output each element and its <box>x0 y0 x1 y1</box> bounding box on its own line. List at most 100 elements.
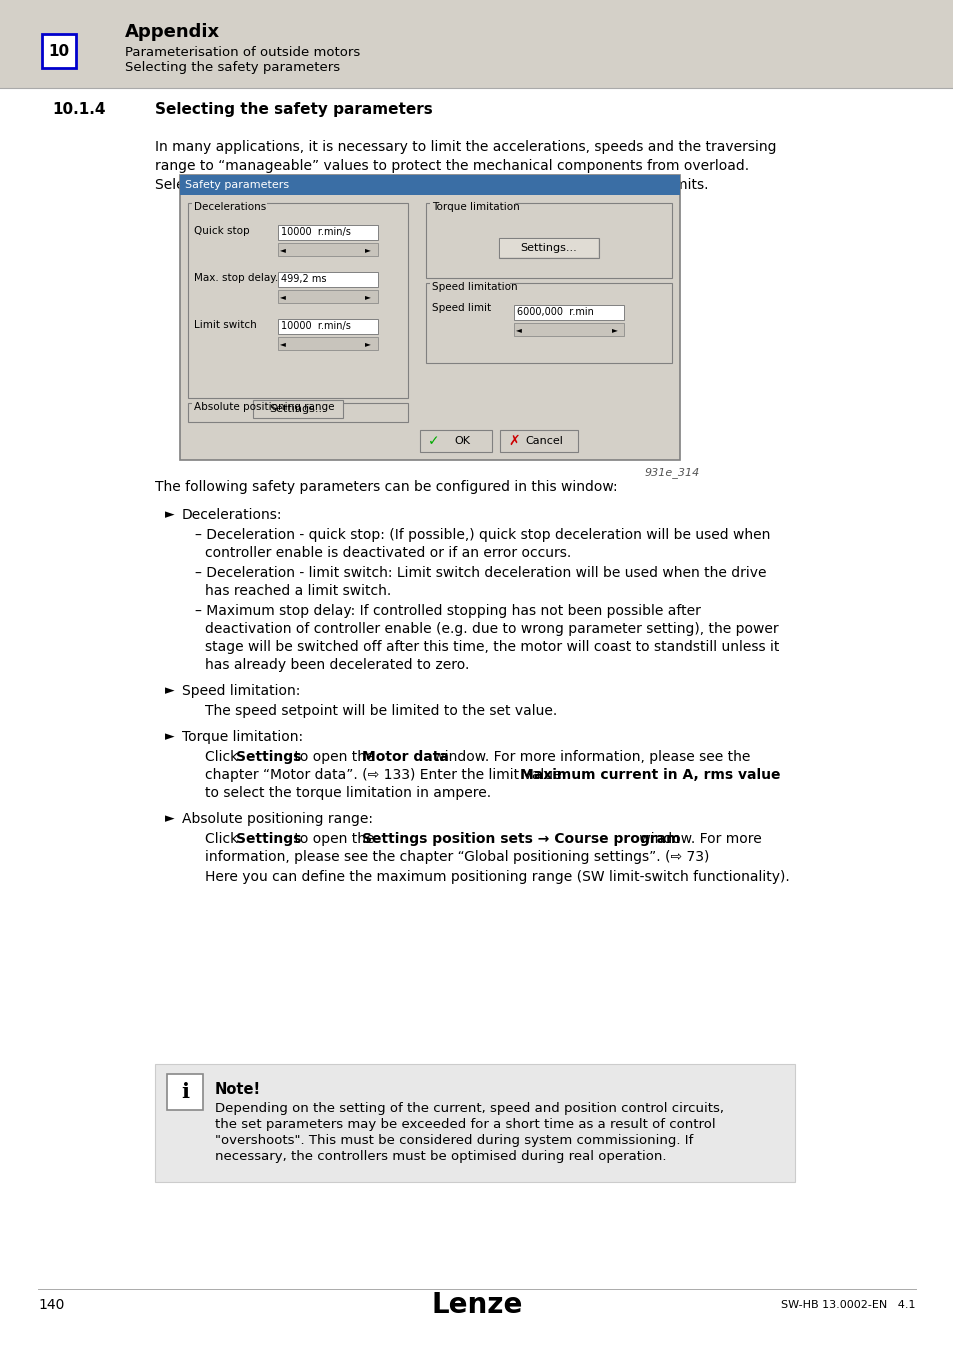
Text: 6000,000  r.min: 6000,000 r.min <box>517 306 594 317</box>
Bar <box>514 323 623 336</box>
Bar <box>277 225 377 240</box>
Text: SW-HB 13.0002-EN   4.1: SW-HB 13.0002-EN 4.1 <box>781 1300 915 1310</box>
Text: – Deceleration - limit switch: Limit switch deceleration will be used when the d: – Deceleration - limit switch: Limit swi… <box>194 566 765 580</box>
Text: ►: ► <box>165 508 174 521</box>
Bar <box>419 431 492 452</box>
Text: ►: ► <box>612 325 618 335</box>
Text: ✗: ✗ <box>508 433 519 448</box>
Bar <box>188 404 408 423</box>
Bar <box>277 338 377 350</box>
Text: Settings: Settings <box>235 751 301 764</box>
Bar <box>192 401 302 410</box>
Bar <box>180 176 679 460</box>
Text: Quick stop: Quick stop <box>193 225 250 236</box>
Bar <box>154 1064 794 1183</box>
Bar <box>514 305 623 320</box>
Text: to enter the setpoints limits.: to enter the setpoints limits. <box>506 178 708 192</box>
Text: Maximum current in A, rms value: Maximum current in A, rms value <box>519 768 780 782</box>
Text: Absolute positioning range: Absolute positioning range <box>193 402 335 412</box>
Bar <box>167 1075 203 1110</box>
Text: Selecting the safety parameters: Selecting the safety parameters <box>125 62 340 74</box>
Text: Torque limitation: Torque limitation <box>432 202 519 212</box>
Text: window. For more: window. For more <box>635 832 760 846</box>
Bar <box>253 400 343 418</box>
Text: Click: Click <box>205 832 242 846</box>
Bar <box>277 290 377 302</box>
Text: to open the: to open the <box>290 751 378 764</box>
Text: ►: ► <box>165 684 174 697</box>
Text: 499,2 ms: 499,2 ms <box>281 274 326 284</box>
Text: ◄: ◄ <box>280 293 286 301</box>
Bar <box>277 319 377 333</box>
Text: Here you can define the maximum positioning range (SW limit-switch functionality: Here you can define the maximum position… <box>205 869 789 884</box>
Bar <box>499 239 598 256</box>
Text: information, please see the chapter “Global positioning settings”. (⇨ 73): information, please see the chapter “Glo… <box>205 850 709 864</box>
Text: In many applications, it is necessary to limit the accelerations, speeds and the: In many applications, it is necessary to… <box>154 140 776 154</box>
Text: ►: ► <box>365 246 371 255</box>
Text: to open the: to open the <box>290 832 378 846</box>
Text: ►: ► <box>165 811 174 825</box>
Text: ►: ► <box>365 293 371 301</box>
Text: The speed setpoint will be limited to the set value.: The speed setpoint will be limited to th… <box>205 703 557 718</box>
Text: ►: ► <box>165 730 174 742</box>
Bar <box>188 202 408 398</box>
Text: Motor data: Motor data <box>361 751 449 764</box>
Bar <box>426 284 671 363</box>
Bar <box>430 201 515 211</box>
Text: Torque limitation:: Torque limitation: <box>182 730 303 744</box>
Text: 10.1.4: 10.1.4 <box>52 103 106 117</box>
Text: window. For more information, please see the: window. For more information, please see… <box>429 751 750 764</box>
Text: ◄: ◄ <box>280 339 286 348</box>
Text: the set parameters may be exceeded for a short time as a result of control: the set parameters may be exceeded for a… <box>214 1118 715 1131</box>
Bar <box>499 431 578 452</box>
Text: 10000  r.min/s: 10000 r.min/s <box>281 321 351 331</box>
Text: chapter “Motor data”. (⇨ 133) Enter the limit value: chapter “Motor data”. (⇨ 133) Enter the … <box>205 768 565 782</box>
Bar <box>192 201 267 211</box>
Text: Settings...: Settings... <box>520 243 577 252</box>
Text: has reached a limit switch.: has reached a limit switch. <box>205 585 391 598</box>
Text: necessary, the controllers must be optimised during real operation.: necessary, the controllers must be optim… <box>214 1150 666 1162</box>
Text: Speed limit: Speed limit <box>432 302 491 313</box>
Text: Limit switch: Limit switch <box>193 320 256 329</box>
Text: Decelerations:: Decelerations: <box>182 508 282 522</box>
Text: – Deceleration - quick stop: (If possible,) quick stop deceleration will be used: – Deceleration - quick stop: (If possibl… <box>194 528 770 541</box>
Text: deactivation of controller enable (e.g. due to wrong parameter setting), the pow: deactivation of controller enable (e.g. … <box>205 622 778 636</box>
Text: to select the torque limitation in ampere.: to select the torque limitation in amper… <box>205 786 491 801</box>
Text: i: i <box>181 1081 189 1102</box>
Text: stage will be switched off after this time, the motor will coast to standstill u: stage will be switched off after this ti… <box>205 640 779 653</box>
Text: ◄: ◄ <box>280 246 286 255</box>
Text: 931e_314: 931e_314 <box>644 467 700 478</box>
Text: range to “manageable” values to protect the mechanical components from overload.: range to “manageable” values to protect … <box>154 159 748 173</box>
Text: Depending on the setting of the current, speed and position control circuits,: Depending on the setting of the current,… <box>214 1102 723 1115</box>
Text: Safety parameters: Safety parameters <box>185 180 289 190</box>
Text: Lenze: Lenze <box>431 1291 522 1319</box>
Text: controller enable is deactivated or if an error occurs.: controller enable is deactivated or if a… <box>205 545 571 560</box>
Text: ◄: ◄ <box>516 325 521 335</box>
Text: Appendix: Appendix <box>125 23 220 40</box>
Text: Parameterisation of outside motors: Parameterisation of outside motors <box>125 46 360 58</box>
Bar <box>0 0 953 88</box>
Bar <box>277 243 377 256</box>
Text: 10: 10 <box>49 43 70 58</box>
Text: 140: 140 <box>38 1297 64 1312</box>
Text: – Maximum stop delay: If controlled stopping has not been possible after: – Maximum stop delay: If controlled stop… <box>194 603 700 618</box>
Text: ►: ► <box>365 339 371 348</box>
Text: ✓: ✓ <box>428 433 439 448</box>
Text: Selecting the safety parameters: Selecting the safety parameters <box>154 103 433 117</box>
Text: Decelerations: Decelerations <box>193 202 266 212</box>
Text: Click: Click <box>205 751 242 764</box>
Text: Speed limitation: Speed limitation <box>432 282 517 292</box>
Bar <box>426 202 671 278</box>
Text: Absolute positioning range:: Absolute positioning range: <box>182 811 373 826</box>
Bar <box>277 271 377 288</box>
Text: Cancel: Cancel <box>524 436 562 446</box>
Text: Speed limitation:: Speed limitation: <box>182 684 300 698</box>
Bar <box>498 238 598 258</box>
Text: Settings position sets → Course program: Settings position sets → Course program <box>361 832 679 846</box>
Text: OK: OK <box>454 436 470 446</box>
Text: Max. stop delay.: Max. stop delay. <box>193 273 278 284</box>
Bar <box>430 281 510 292</box>
Text: Settings: Settings <box>235 832 301 846</box>
Text: Note!: Note! <box>214 1081 261 1098</box>
Text: Settings...: Settings... <box>270 404 326 414</box>
